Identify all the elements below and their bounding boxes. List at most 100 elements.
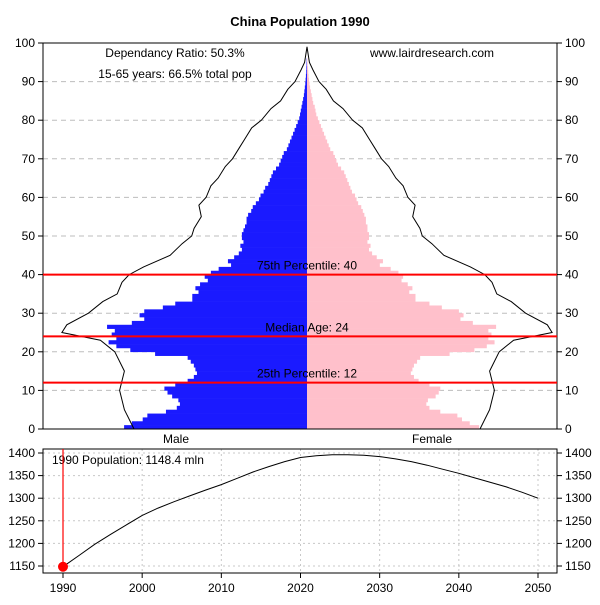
percentile-label: 75th Percentile: 40	[257, 259, 357, 273]
female-bar	[307, 282, 408, 286]
male-bar	[271, 174, 307, 178]
male-bar	[208, 278, 307, 282]
male-bar	[300, 112, 307, 116]
female-bar	[307, 294, 416, 298]
y-tick-label-right: 100	[565, 36, 585, 50]
female-bar	[307, 78, 309, 82]
y-tick-label-left: 30	[22, 306, 36, 320]
female-bar	[307, 97, 312, 101]
female-bar	[307, 344, 487, 348]
y-tick-label-right: 1200	[565, 536, 592, 550]
y-tick-label-left: 100	[15, 36, 35, 50]
male-bar	[281, 159, 307, 163]
male-bar	[270, 178, 307, 182]
working-age-label: 15-65 years: 66.5% total pop	[98, 67, 252, 81]
male-bar	[143, 417, 307, 421]
male-bar	[295, 128, 307, 132]
female-bar	[307, 93, 312, 97]
female-bar	[307, 278, 402, 282]
female-bar	[307, 101, 313, 105]
female-bar	[307, 313, 464, 317]
female-bar	[307, 194, 355, 198]
female-bar	[307, 348, 474, 352]
male-bar	[268, 182, 307, 186]
male-bar	[243, 240, 307, 244]
male-bar	[287, 147, 307, 151]
male-bar	[306, 70, 307, 74]
male-bar	[191, 360, 307, 364]
y-tick-label-left: 40	[22, 268, 36, 282]
y-tick-label-left: 20	[22, 345, 36, 359]
male-bar	[178, 398, 307, 402]
x-tick-label: 1990	[50, 581, 77, 595]
male-bar	[166, 410, 307, 414]
female-bar	[307, 174, 346, 178]
male-bar	[304, 93, 307, 97]
male-bar	[242, 248, 307, 252]
y-tick-label-right: 1400	[565, 446, 592, 460]
y-tick-label-right: 20	[565, 345, 579, 359]
x-tick-label: 2020	[287, 581, 314, 595]
female-bar	[307, 251, 372, 255]
female-bar	[307, 197, 357, 201]
male-bar	[292, 136, 308, 140]
female-bar	[307, 236, 369, 240]
female-bar	[307, 147, 330, 151]
female-bar	[307, 89, 311, 93]
male-bar	[245, 224, 307, 228]
female-bar	[307, 387, 440, 391]
male-bar	[144, 309, 307, 313]
female-bar	[307, 290, 409, 294]
male-bar	[164, 387, 307, 391]
y-tick-label-right: 40	[565, 268, 579, 282]
y-tick-label-left: 1200	[8, 536, 35, 550]
female-bar	[307, 109, 316, 113]
percentile-label: Median Age: 24	[265, 320, 349, 334]
y-tick-label-right: 1300	[565, 491, 592, 505]
male-bar	[242, 232, 307, 236]
female-bar	[307, 298, 416, 302]
y-tick-label-right: 1350	[565, 469, 592, 483]
female-bar	[307, 70, 308, 74]
female-bar	[307, 414, 457, 418]
male-bar	[147, 414, 307, 418]
female-bar	[307, 163, 338, 167]
y-tick-label-left: 1250	[8, 514, 35, 528]
male-bar	[180, 402, 307, 406]
y-tick-label-right: 10	[565, 383, 579, 397]
x-tick-label: 2030	[366, 581, 393, 595]
male-bar	[116, 344, 307, 348]
female-bar	[307, 340, 495, 344]
female-bar	[307, 205, 361, 209]
female-bar	[307, 155, 335, 159]
male-bar	[132, 421, 307, 425]
female-bar	[307, 213, 364, 217]
chart-title: China Population 1990	[230, 14, 369, 29]
x-tick-label: 2040	[445, 581, 472, 595]
year-marker-point	[58, 562, 68, 572]
source-label: www.lairdresearch.com	[369, 46, 494, 60]
y-tick-label-left: 1400	[8, 446, 35, 460]
male-bar	[273, 170, 307, 174]
x-tick-label: 2000	[129, 581, 156, 595]
male-bar	[265, 186, 307, 190]
male-bar	[168, 390, 308, 394]
female-bar	[307, 186, 350, 190]
male-bar	[256, 201, 307, 205]
female-bar	[307, 417, 462, 421]
female-bar	[307, 398, 428, 402]
female-bar	[307, 394, 436, 398]
male-bar	[299, 116, 307, 120]
male-bar	[293, 132, 307, 136]
female-bar	[307, 305, 442, 309]
female-bar	[307, 132, 324, 136]
male-bar	[306, 78, 307, 82]
male-bar	[240, 244, 307, 248]
female-bar	[307, 178, 347, 182]
y-tick-label-left: 1300	[8, 491, 35, 505]
female-bar	[307, 66, 308, 70]
female-bar	[307, 143, 329, 147]
female-bar	[307, 201, 358, 205]
